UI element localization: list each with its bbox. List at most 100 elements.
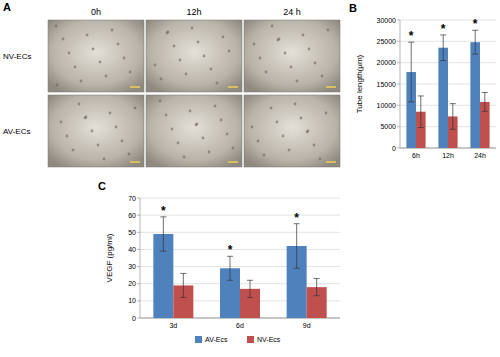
column-label: 24 h [283,7,301,17]
cell-dot [123,57,126,60]
chart: CVEGF (pg/ml)0102030405060703d*6d*9d*AV-… [98,180,340,343]
tick [137,283,140,284]
cell-dot [160,78,163,81]
x-tick-label: 6h [412,152,420,159]
cell-dot [197,41,200,44]
cell-dot [185,73,188,76]
y-tick-label: 70 [128,195,136,202]
cell-dot [66,135,69,138]
cell-dot [171,128,174,131]
cell-dot [270,107,273,110]
x-tick-label: 3d [169,322,177,329]
cell-dot [319,158,322,161]
cell-dot [313,144,316,147]
cell-dot [294,103,297,106]
cell-dot [166,32,169,35]
cell-dot [72,149,75,152]
cell-dot [276,121,279,124]
cell-dot [208,151,211,154]
error-bar [472,30,478,54]
figure: A0h12h24 hNV-ECsAV-ECsBTube length(μm)05… [0,0,500,357]
cell-dot [183,156,186,159]
y-axis [400,20,401,148]
grid-line [400,41,496,42]
cell-dot [259,57,262,60]
y-tick-label: 60 [128,212,136,219]
scale-bar [130,161,140,163]
cell-dot [220,119,223,122]
error-bar [440,35,446,61]
cell-dot [222,36,225,39]
cell-dot [226,133,229,136]
tick [397,84,400,85]
tick [137,266,140,267]
legend-label: AV-Ecs [205,336,228,343]
y-axis-label: VEGF (pg/ml) [105,233,114,282]
scale-bar [326,161,336,163]
cell-dot [202,137,205,140]
cell-dot [191,27,194,30]
error-bar [247,280,253,297]
chart: BTube length(μm)050001000015000200002500… [349,2,496,159]
cell-dot [290,66,293,69]
y-tick-label: 20000 [377,59,397,66]
cell-dot [154,64,157,67]
cell-dot [179,59,182,62]
cell-dot [284,52,287,55]
x-tick-label: 6d [236,322,244,329]
cell-dot [92,48,95,51]
x-tick-label: 24h [474,152,486,159]
y-tick-label: 5000 [380,123,396,130]
cell-dot [263,154,266,157]
legend-label: NV-Ecs [257,336,281,343]
error-bar [160,217,166,251]
tick [137,198,140,199]
error-bar [180,273,186,297]
cell-dot [60,121,63,124]
cell-dot [228,50,231,53]
bar [470,42,480,148]
scale-bar [228,161,238,163]
cell-dot [265,71,268,74]
cell-dot [128,153,131,156]
column-label: 12h [186,7,201,17]
cell-dot [325,112,328,115]
panel-label: C [98,180,106,192]
cell-dot [210,68,213,71]
cell-dot [111,29,114,32]
cell-dot [308,48,311,51]
cell-dot [117,43,120,46]
significance: * [161,204,166,218]
cell-dot [173,45,176,48]
y-tick-label: 50 [128,229,136,236]
cell-dot [177,142,180,145]
cell-dot [159,100,162,103]
cell-dot [80,80,83,83]
panel-label: A [3,1,11,13]
micrograph [146,20,242,92]
y-tick-label: 30 [128,263,136,270]
cell-dot [321,75,324,78]
cell-dot [307,130,310,133]
cell-dot [105,75,108,78]
tick [137,232,140,233]
significance: * [228,243,233,257]
cell-dot [134,107,137,110]
cell-dot [288,149,291,152]
cell-dot [189,110,192,113]
error-bar [418,96,424,128]
cell-dot [214,105,217,108]
micrograph [48,20,144,92]
scale-bar [228,86,238,88]
y-tick-label: 30000 [377,17,397,24]
scale-bar [130,86,140,88]
cell-dot [282,135,285,138]
micrograph [146,95,242,167]
cell-dot [216,82,219,85]
significance: * [441,22,446,36]
error-bar [314,279,320,296]
cell-dot [302,34,305,37]
y-tick-label: 25000 [377,38,397,45]
cell-dot [300,117,303,120]
tick [397,105,400,106]
